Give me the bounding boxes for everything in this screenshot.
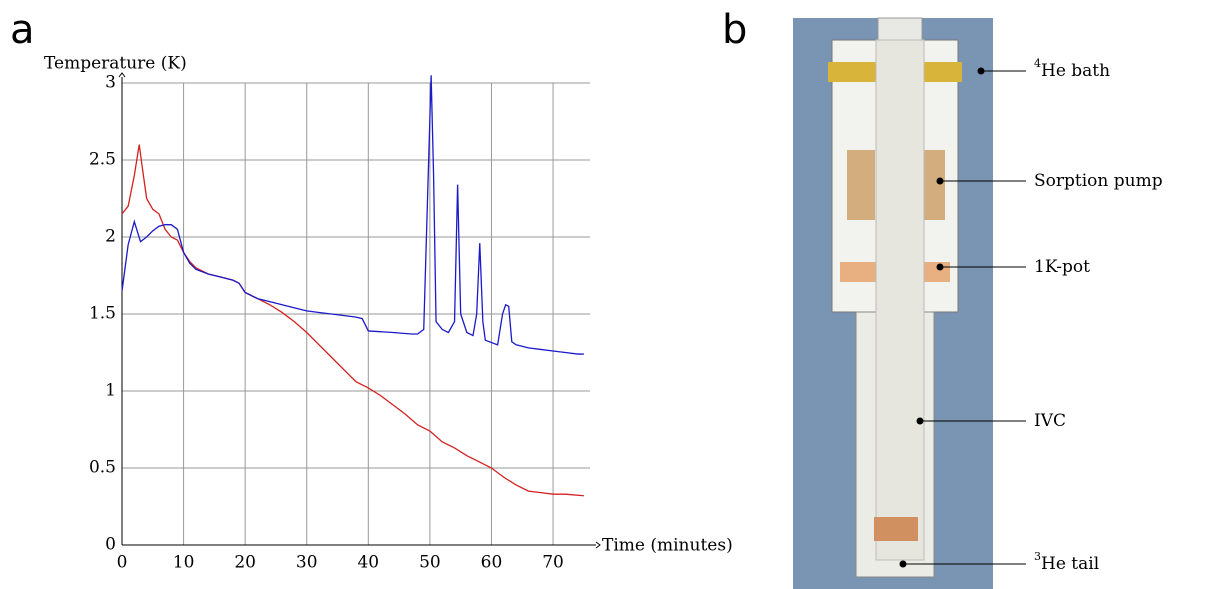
y-tick-label: 2.5 — [89, 150, 116, 170]
diagram-label: Sorption pump — [1034, 171, 1163, 191]
x-tick-label: 70 — [542, 553, 564, 573]
diagram-label: 1K-pot — [1034, 257, 1090, 277]
x-axis-label: Time (minutes) — [602, 536, 733, 556]
y-tick-label: 0 — [105, 535, 116, 555]
y-tick-label: 1.5 — [89, 304, 116, 324]
label-text: Sorption pump — [1034, 171, 1163, 191]
panel-label: a — [10, 7, 35, 53]
diagram-label: 3He tail — [1034, 550, 1099, 574]
y-tick-label: 1 — [105, 381, 116, 401]
label-text: He tail — [1041, 554, 1099, 574]
x-tick-label: 30 — [296, 553, 318, 573]
y-tick-label: 3 — [105, 73, 116, 93]
label-text: He bath — [1041, 61, 1110, 81]
x-tick-label: 60 — [481, 553, 503, 573]
x-tick-label: 0 — [117, 553, 128, 573]
diagram-label: IVC — [1034, 411, 1066, 431]
label-text: IVC — [1034, 411, 1066, 431]
series-line — [121, 144, 584, 497]
tail-copper — [874, 517, 918, 541]
y-tick-label: 0.5 — [89, 458, 116, 478]
y-axis-label: Temperature (K) — [44, 54, 187, 74]
label-text: 1K-pot — [1034, 257, 1090, 277]
superscript: 4 — [1034, 57, 1041, 70]
leaders — [899, 67, 1026, 568]
series-line — [121, 75, 584, 355]
inner-tube — [875, 39, 925, 561]
x-tick-label: 40 — [357, 553, 379, 573]
y-arrow — [118, 72, 126, 78]
x-tick-label: 50 — [419, 553, 441, 573]
panel-label: b — [722, 7, 747, 53]
x-arrow — [595, 541, 601, 549]
x-tick-label: 20 — [234, 553, 256, 573]
y-tick-label: 2 — [105, 227, 116, 247]
diagram-label: 4He bath — [1034, 57, 1110, 81]
x-tick-label: 10 — [173, 553, 195, 573]
cryostat-diagram — [793, 17, 1026, 589]
superscript: 3 — [1034, 550, 1041, 563]
sorption-left — [847, 150, 875, 220]
